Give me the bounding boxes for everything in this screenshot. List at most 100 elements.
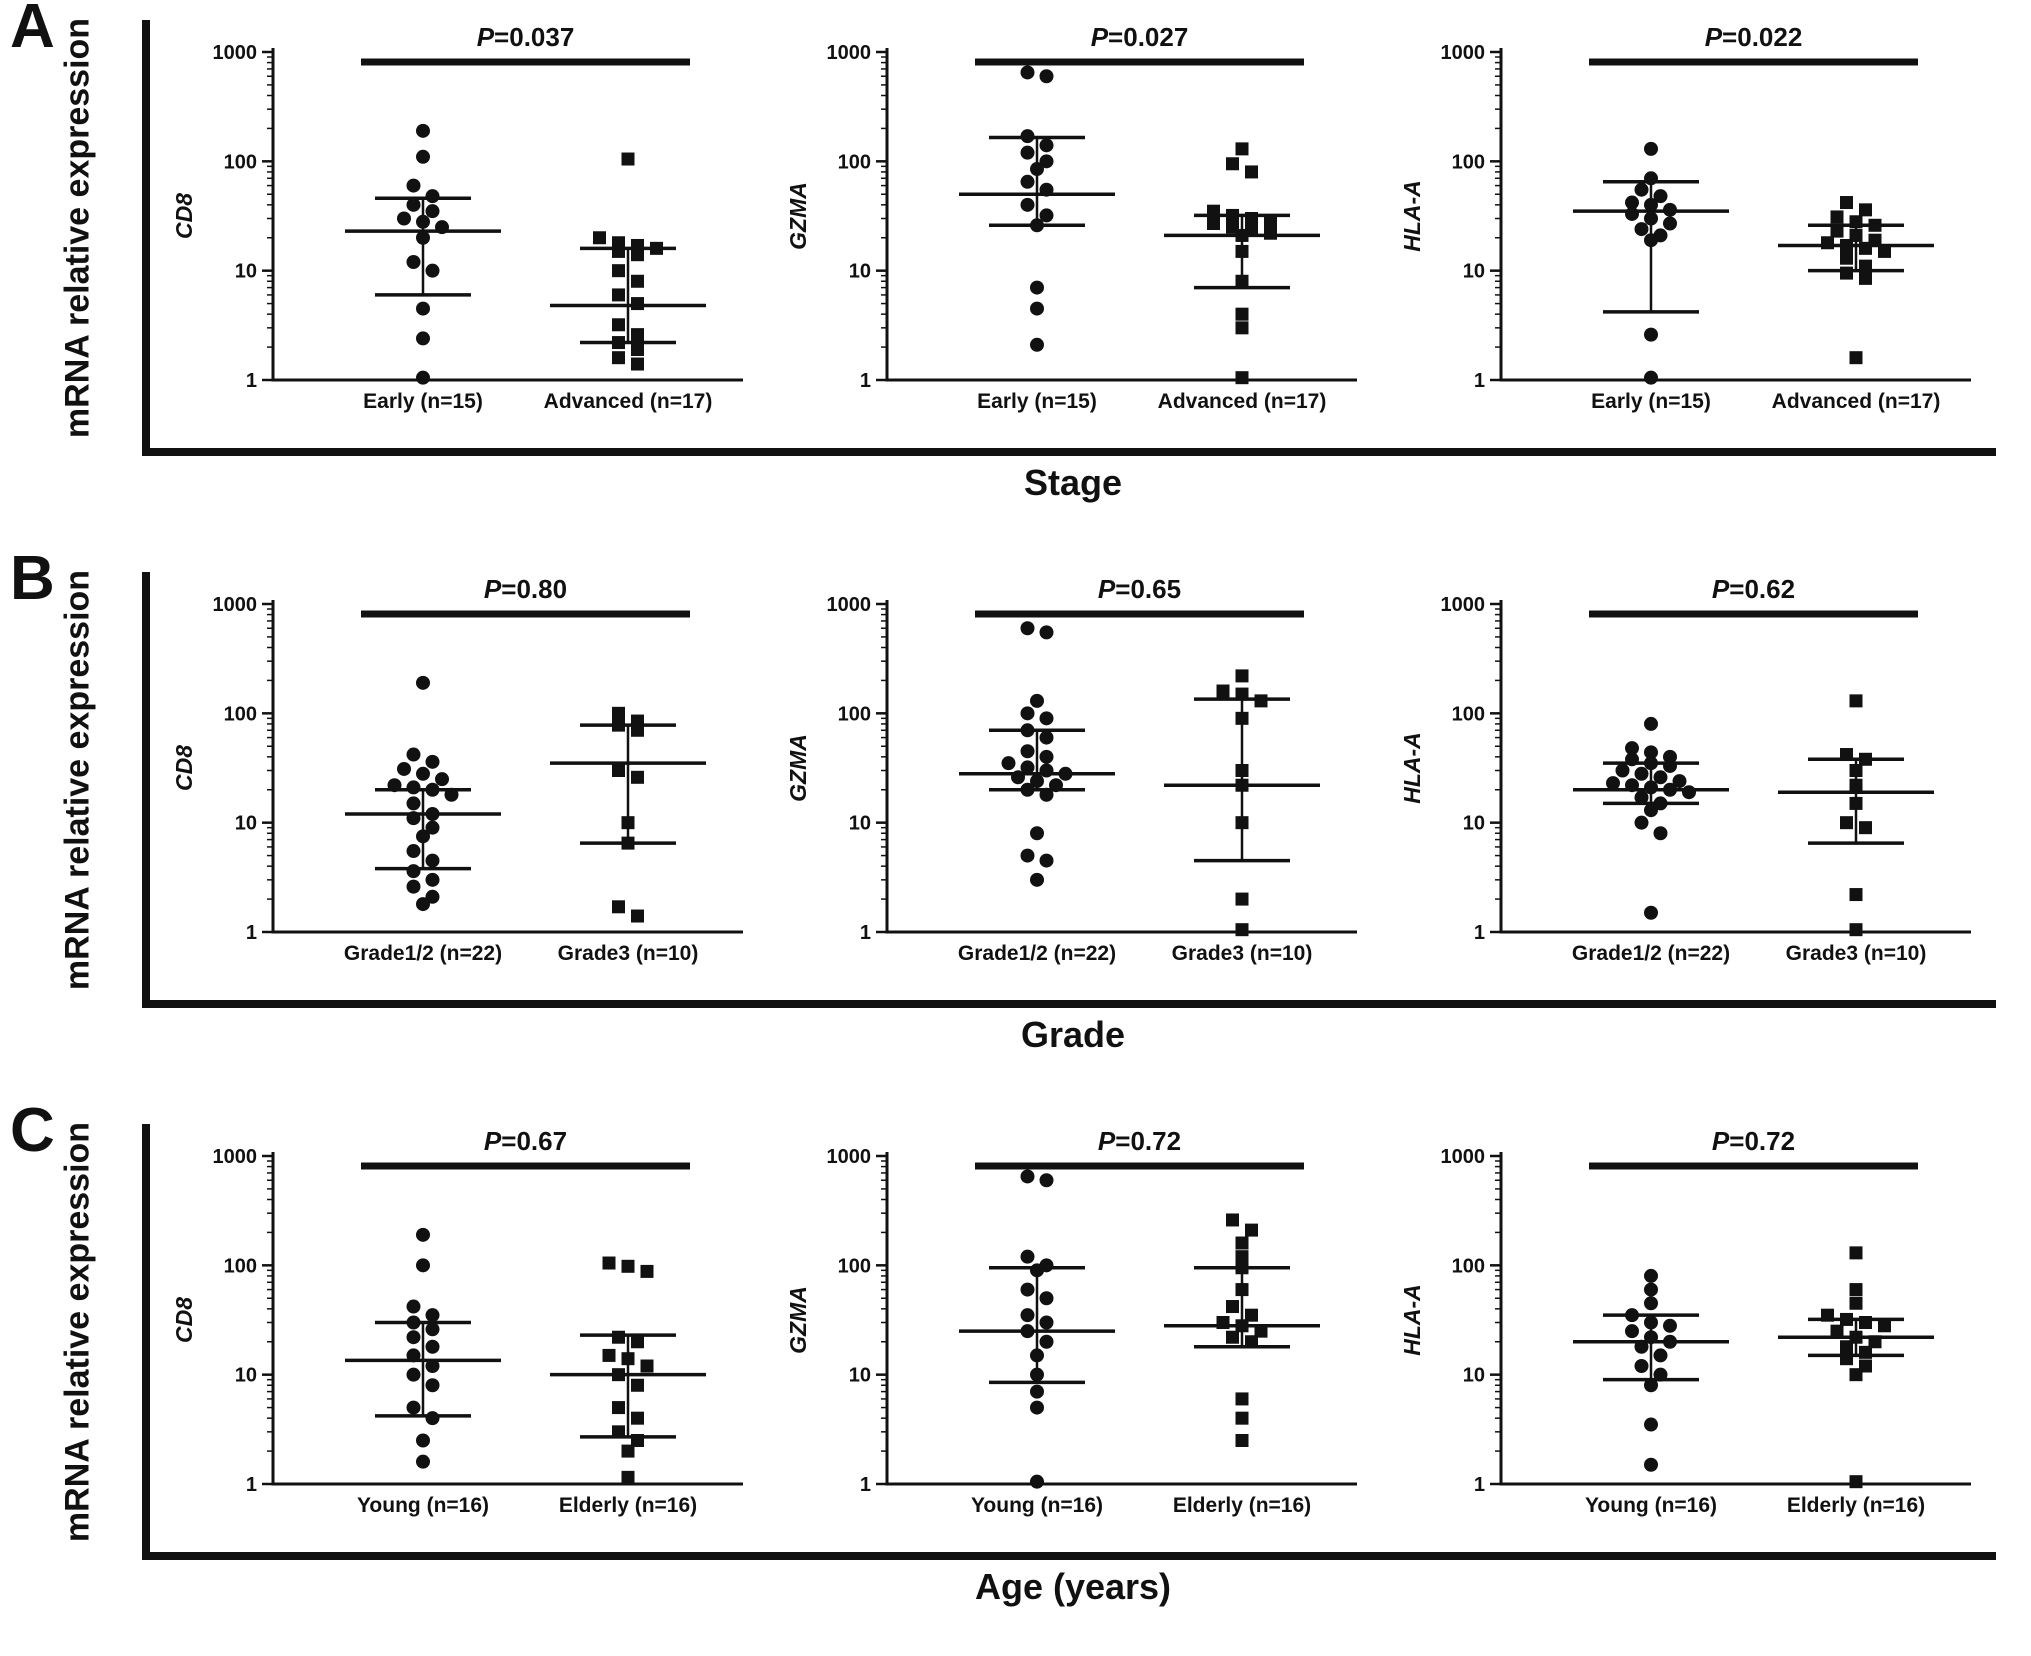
y-tick-label: 1 [860, 1474, 871, 1496]
data-point-circle [1030, 1263, 1044, 1278]
data-point-square [621, 1259, 635, 1273]
y-tick-label: 1000 [1441, 594, 1486, 616]
data-point-square [1245, 165, 1258, 179]
y-tick-label: 1 [860, 922, 871, 944]
data-point-circle [1634, 182, 1649, 197]
data-point-square [1226, 1330, 1239, 1344]
data-point-circle [1625, 206, 1639, 221]
y-tick-label: 1000 [827, 1146, 872, 1168]
data-point-square [593, 231, 606, 245]
group-label: Early (n=15) [363, 390, 483, 413]
data-point-circle [406, 844, 421, 859]
data-point-square [1840, 238, 1853, 252]
p-value-label: P=0.72 [1098, 1126, 1181, 1156]
data-point-square [1849, 694, 1863, 708]
scatter-plot-cd8-stage: CD8 1 10 100 1000 P=0.037 Early (n=15) Advanced… [168, 10, 768, 430]
data-point-square [1859, 271, 1872, 285]
data-point-square [1264, 215, 1277, 229]
y-tick-label: 100 [1452, 703, 1485, 725]
p-value-label: P=0.62 [1712, 574, 1795, 604]
gene-label: HLA-A [1399, 732, 1425, 804]
data-point-circle [406, 178, 421, 193]
data-point-square [1849, 228, 1863, 242]
data-point-circle [425, 853, 440, 868]
p-value-label: P=0.80 [484, 574, 567, 604]
data-point-square [1821, 236, 1834, 250]
group-label: Grade3 (n=10) [1786, 942, 1927, 965]
data-point-circle [1030, 1474, 1044, 1489]
data-point-circle [416, 370, 430, 385]
data-point-square [1235, 142, 1249, 156]
data-point-circle [1058, 766, 1073, 781]
data-point-circle [1644, 211, 1658, 226]
data-point-circle [1039, 69, 1054, 84]
y-tick-label: 10 [235, 1365, 257, 1387]
data-point-circle [1644, 327, 1658, 342]
p-value-label: P=0.022 [1705, 22, 1803, 52]
data-point-square [1849, 796, 1863, 810]
data-point-circle [425, 189, 440, 204]
data-point-square [621, 1352, 635, 1366]
data-point-square [612, 706, 625, 720]
data-point-square [1235, 307, 1249, 321]
scatter-plot-hla-a-stage: HLA-A 1 10 100 1000 P=0.022 Early (n=15) Advanc… [1396, 10, 1996, 430]
data-point-circle [1030, 774, 1044, 789]
data-point-square [1859, 241, 1872, 255]
group-label: Young (n=16) [357, 1494, 489, 1517]
data-point-circle [1653, 189, 1668, 204]
data-point-circle [1644, 1315, 1658, 1330]
data-point-square [631, 343, 644, 357]
data-point-circle [1644, 197, 1658, 212]
data-point-circle [1020, 145, 1035, 160]
data-point-circle [1644, 1457, 1658, 1472]
data-point-square [1245, 1335, 1258, 1349]
data-point-circle [1663, 1334, 1677, 1349]
group-label: Elderly (n=16) [1787, 1494, 1925, 1517]
p-value-label: P=0.027 [1091, 22, 1189, 52]
data-point-circle [1625, 1308, 1639, 1323]
data-point-circle [1039, 182, 1054, 197]
y-tick-label: 1000 [213, 1146, 258, 1168]
data-point-square [1840, 196, 1853, 210]
y-tick-label: 1 [860, 370, 871, 392]
data-point-circle [1625, 752, 1639, 767]
data-point-circle [1020, 744, 1035, 759]
data-point-circle [1653, 826, 1668, 841]
data-point-square [1226, 157, 1239, 171]
data-point-circle [425, 204, 440, 219]
data-point-circle [1653, 1348, 1668, 1363]
data-point-square [612, 318, 625, 332]
data-point-circle [1020, 621, 1035, 636]
data-point-square [1849, 888, 1863, 902]
gene-label: CD8 [171, 1297, 197, 1343]
data-point-circle [1634, 1359, 1649, 1374]
data-point-circle [406, 811, 421, 826]
gene-label: CD8 [171, 745, 197, 791]
data-point-square [1216, 1316, 1230, 1330]
data-point-circle [425, 754, 440, 769]
p-value-label: P=0.67 [484, 1126, 567, 1156]
data-point-square [1226, 1300, 1239, 1314]
data-point-square [631, 770, 644, 784]
data-point-circle [1020, 1308, 1035, 1323]
data-point-circle [1020, 1249, 1035, 1264]
data-point-square [1235, 687, 1249, 701]
data-point-circle [425, 872, 440, 887]
y-tick-label: 1000 [827, 594, 872, 616]
data-point-circle [1644, 1268, 1658, 1283]
data-point-circle [416, 675, 430, 690]
y-tick-label: 10 [1463, 261, 1485, 283]
data-point-circle [416, 331, 430, 346]
y-tick-label: 10 [849, 261, 871, 283]
data-point-circle [1020, 760, 1035, 775]
data-point-square [612, 1401, 625, 1415]
data-point-square [1849, 764, 1863, 778]
data-point-circle [425, 889, 440, 904]
axis-frame-horizontal [142, 1552, 1996, 1560]
data-point-circle [1030, 162, 1044, 177]
data-point-circle [416, 1227, 430, 1242]
y-tick-label: 1 [246, 922, 257, 944]
scatter-plot-gzma-grade: GZMA 1 10 100 1000 P=0.65 Grade1/2 (n=22) Grade… [782, 562, 1382, 982]
data-point-circle [1030, 1367, 1044, 1382]
data-point-circle [425, 1378, 440, 1393]
